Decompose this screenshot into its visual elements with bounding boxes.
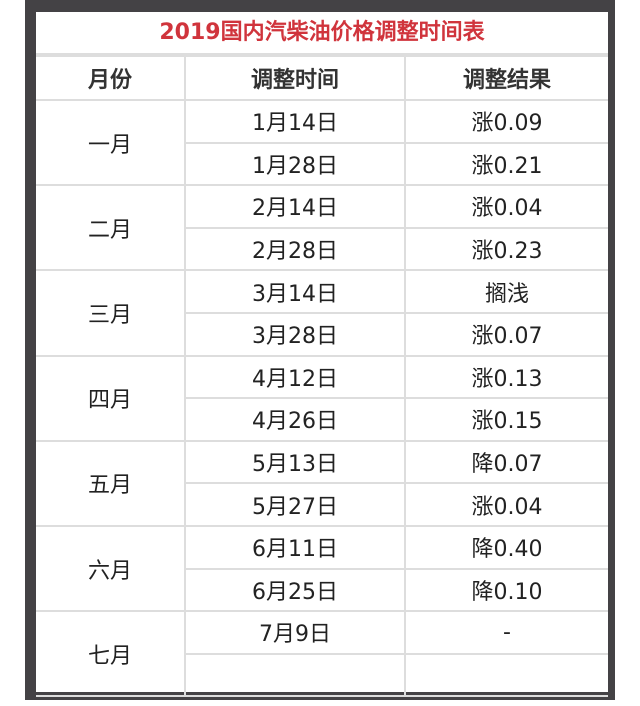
date-cell: 2月28日 [185,226,406,272]
date-cell: 6月25日 [185,567,406,613]
price-adjustment-table: 月份 调整时间 调整结果 一月 1月14日 涨0.09 1月28日 涨0.21 二月 2月1… [36,55,608,698]
table-row: 一月 1月14日 涨0.09 [36,98,608,187]
result-cell: 涨0.09 [404,99,608,144]
month-cell: 三月 [36,269,186,357]
month-cell: 二月 [36,184,186,272]
table-title: 2019国内汽柴油价格调整时间表 [36,12,608,55]
table-row: 2月28日 涨0.23 [36,226,608,272]
table-row: 五月 5月13日 降0.07 [36,439,608,527]
result-cell: 涨0.13 [404,354,608,400]
date-cell: 2月14日 [184,184,406,229]
result-cell: 涨0.04 [404,184,608,229]
month-cell: 一月 [36,98,186,187]
result-cell: 降0.07 [404,439,608,485]
table-row: 七月 7月9日 - [36,610,608,698]
result-cell: - [404,610,608,655]
result-cell: 涨0.07 [404,311,608,357]
month-cell: 五月 [36,439,186,527]
date-cell: 1月28日 [185,141,406,187]
table-row: 5月27日 涨0.04 [36,482,608,527]
date-cell: 4月26日 [185,397,406,442]
header-result: 调整结果 [404,55,608,101]
date-cell: 3月28日 [185,311,406,357]
header-row: 月份 调整时间 调整结果 [36,55,608,101]
date-cell: 1月14日 [184,99,406,144]
header-month: 月份 [36,55,186,101]
result-cell: 搁浅 [404,269,608,314]
table-row: 三月 3月14日 搁浅 [36,269,608,357]
date-cell: 6月11日 [184,524,406,570]
result-cell [404,652,608,698]
header-date: 调整时间 [184,55,406,101]
table-row: 四月 4月12日 涨0.13 [36,354,608,442]
date-cell [185,652,406,698]
table-row: 3月28日 涨0.07 [36,311,608,357]
result-cell: 涨0.15 [404,397,608,442]
table-row: 六月 6月11日 降0.40 [36,524,608,613]
date-cell: 4月12日 [184,354,406,400]
date-cell: 7月9日 [184,610,406,655]
result-cell: 降0.10 [404,567,608,613]
table-row: 1月28日 涨0.21 [36,141,608,187]
result-cell: 降0.40 [404,524,608,570]
result-cell: 涨0.23 [404,226,608,272]
month-cell: 四月 [36,354,186,442]
price-adjustment-table-sheet: 2019国内汽柴油价格调整时间表 月份 调整时间 调整结果 一月 1月14日 涨0.… [36,12,608,698]
date-cell: 3月14日 [184,269,406,314]
table-row: 二月 2月14日 涨0.04 [36,184,608,272]
date-cell: 5月13日 [184,439,406,485]
result-cell: 涨0.04 [404,482,608,527]
table-row: 6月25日 降0.10 [36,567,608,613]
result-cell: 涨0.21 [404,141,608,187]
month-cell: 六月 [36,524,186,613]
table-row: 4月26日 涨0.15 [36,397,608,442]
table-row [36,652,608,698]
date-cell: 5月27日 [185,482,406,527]
month-cell: 七月 [36,610,186,698]
